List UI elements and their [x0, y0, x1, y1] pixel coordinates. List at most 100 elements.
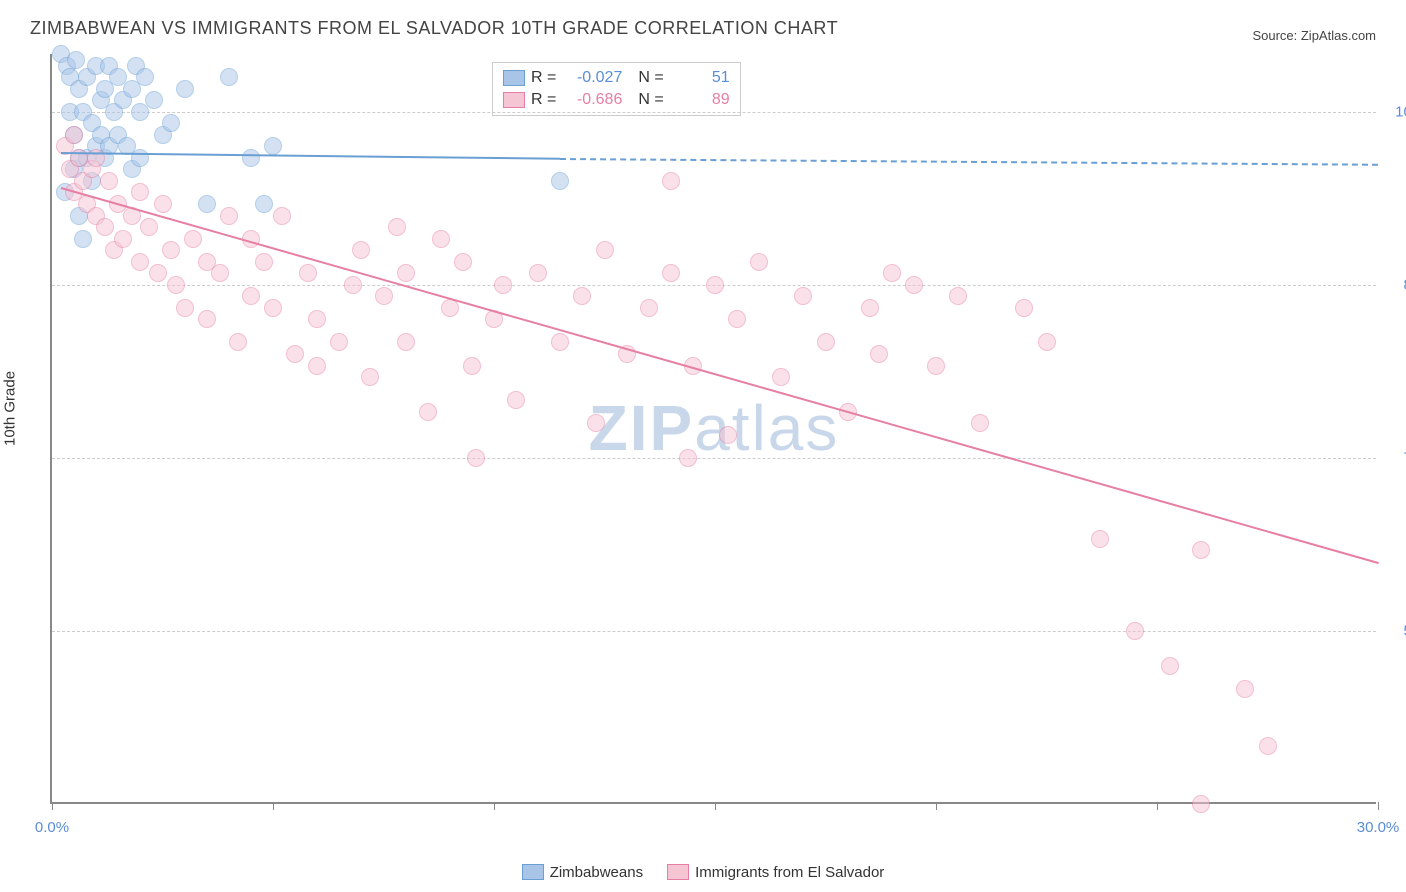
data-point — [1038, 333, 1056, 351]
data-point — [308, 357, 326, 375]
data-point — [463, 357, 481, 375]
data-point — [344, 276, 362, 294]
data-point — [114, 230, 132, 248]
x-tick — [273, 802, 274, 810]
data-point — [74, 230, 92, 248]
data-point — [870, 345, 888, 363]
data-point — [136, 68, 154, 86]
data-point — [211, 264, 229, 282]
data-point — [728, 310, 746, 328]
data-point — [817, 333, 835, 351]
x-tick — [52, 802, 53, 810]
data-point — [145, 91, 163, 109]
source-label: Source: ZipAtlas.com — [1252, 28, 1376, 43]
data-point — [587, 414, 605, 432]
gridline — [52, 112, 1376, 113]
data-point — [397, 264, 415, 282]
x-tick — [936, 802, 937, 810]
data-point — [861, 299, 879, 317]
data-point — [273, 207, 291, 225]
data-point — [308, 310, 326, 328]
data-point — [264, 299, 282, 317]
data-point — [154, 195, 172, 213]
data-point — [162, 241, 180, 259]
data-point — [1015, 299, 1033, 317]
gridline — [52, 458, 1376, 459]
data-point — [220, 68, 238, 86]
data-point — [1161, 657, 1179, 675]
stats-legend: R =-0.027N =51R =-0.686N =89 — [492, 62, 741, 116]
data-point — [67, 51, 85, 69]
data-point — [905, 276, 923, 294]
data-point — [949, 287, 967, 305]
data-point — [467, 449, 485, 467]
data-point — [662, 264, 680, 282]
data-point — [662, 172, 680, 190]
y-tick-label: 70.0% — [1386, 449, 1406, 466]
data-point — [794, 287, 812, 305]
data-point — [1236, 680, 1254, 698]
data-point — [242, 287, 260, 305]
data-point — [883, 264, 901, 282]
data-point — [162, 114, 180, 132]
x-tick — [715, 802, 716, 810]
data-point — [1091, 530, 1109, 548]
data-point — [299, 264, 317, 282]
regression-line — [61, 187, 1379, 564]
data-point — [494, 276, 512, 294]
data-point — [131, 253, 149, 271]
data-point — [375, 287, 393, 305]
data-point — [551, 172, 569, 190]
data-point — [229, 333, 247, 351]
regression-dash — [560, 158, 1378, 166]
gridline — [52, 631, 1376, 632]
data-point — [927, 357, 945, 375]
data-point — [140, 218, 158, 236]
legend-item: Zimbabweans — [522, 864, 643, 881]
data-point — [198, 310, 216, 328]
data-point — [242, 149, 260, 167]
y-axis-title: 10th Grade — [2, 371, 19, 446]
x-tick — [1378, 802, 1379, 810]
data-point — [454, 253, 472, 271]
chart-title: ZIMBABWEAN VS IMMIGRANTS FROM EL SALVADO… — [30, 18, 838, 39]
data-point — [1192, 795, 1210, 813]
bottom-legend: Zimbabweans Immigrants from El Salvador — [0, 864, 1406, 885]
data-point — [149, 264, 167, 282]
data-point — [65, 126, 83, 144]
legend-item: Immigrants from El Salvador — [667, 864, 884, 881]
data-point — [198, 195, 216, 213]
data-point — [596, 241, 614, 259]
data-point — [419, 403, 437, 421]
plot-area: ZIPatlas R =-0.027N =51R =-0.686N =89 55… — [50, 54, 1376, 804]
data-point — [184, 230, 202, 248]
x-tick — [494, 802, 495, 810]
x-tick-label: 30.0% — [1357, 819, 1400, 836]
stats-row: R =-0.686N =89 — [503, 89, 730, 111]
data-point — [432, 230, 450, 248]
stats-row: R =-0.027N =51 — [503, 67, 730, 89]
y-tick-label: 85.0% — [1386, 276, 1406, 293]
data-point — [255, 195, 273, 213]
data-point — [96, 218, 114, 236]
data-point — [551, 333, 569, 351]
data-point — [220, 207, 238, 225]
data-point — [286, 345, 304, 363]
data-point — [264, 137, 282, 155]
data-point — [1192, 541, 1210, 559]
data-point — [1126, 622, 1144, 640]
data-point — [750, 253, 768, 271]
data-point — [679, 449, 697, 467]
data-point — [706, 276, 724, 294]
x-tick — [1157, 802, 1158, 810]
data-point — [388, 218, 406, 236]
data-point — [131, 183, 149, 201]
data-point — [361, 368, 379, 386]
watermark: ZIPatlas — [589, 391, 840, 465]
data-point — [176, 80, 194, 98]
data-point — [971, 414, 989, 432]
data-point — [397, 333, 415, 351]
data-point — [507, 391, 525, 409]
y-tick-label: 100.0% — [1386, 103, 1406, 120]
data-point — [330, 333, 348, 351]
